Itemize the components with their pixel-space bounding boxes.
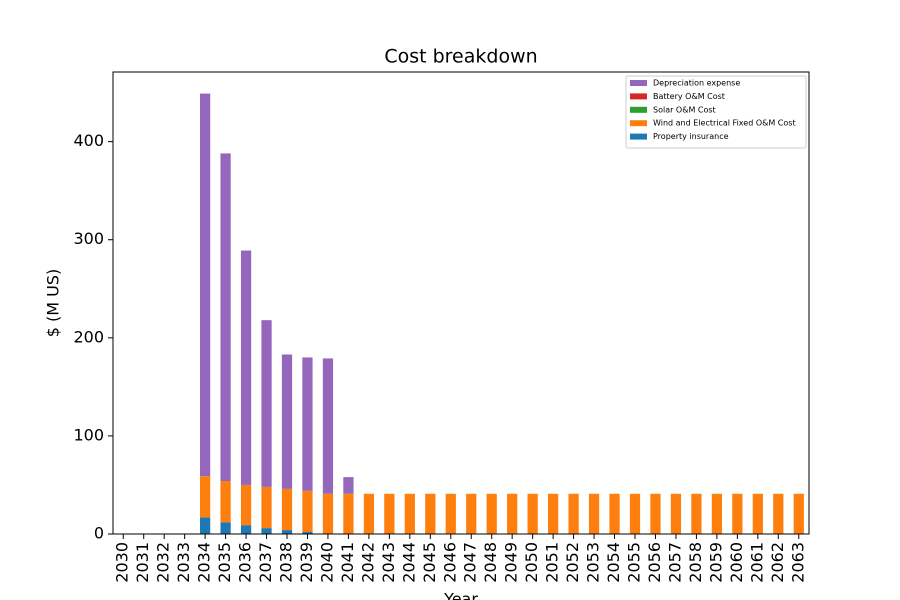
x-tick-label: 2043 bbox=[379, 542, 398, 583]
plot-frame bbox=[112, 71, 810, 535]
legend-label: Wind and Electrical Fixed O&M Cost bbox=[653, 119, 796, 128]
bar-segment bbox=[691, 493, 702, 534]
bar-segment bbox=[261, 320, 272, 487]
x-tick-label: 2049 bbox=[502, 542, 521, 583]
bar-segment bbox=[425, 493, 436, 534]
x-tick-label: 2059 bbox=[706, 542, 725, 583]
bar-segment bbox=[281, 354, 293, 489]
x-tick-label: 2053 bbox=[584, 542, 603, 583]
y-tick-label: 200 bbox=[73, 327, 104, 346]
x-tick-label: 2063 bbox=[788, 542, 807, 583]
bar-segment bbox=[527, 493, 538, 534]
bar-segment bbox=[322, 493, 334, 534]
legend-label: Property insurance bbox=[653, 132, 729, 141]
x-tick-label: 2033 bbox=[174, 542, 193, 583]
bar-segment bbox=[773, 493, 784, 534]
x-tick-label: 2034 bbox=[195, 542, 214, 583]
bar-segment bbox=[486, 493, 497, 534]
bar-segment bbox=[200, 517, 211, 534]
bar-segment bbox=[609, 493, 620, 534]
x-tick-label: 2036 bbox=[236, 542, 255, 583]
legend-label: Battery O&M Cost bbox=[653, 92, 725, 101]
legend-box bbox=[625, 75, 807, 149]
y-tick-label: 100 bbox=[73, 425, 104, 444]
bar-segment bbox=[588, 493, 600, 534]
bar-segment bbox=[670, 493, 682, 534]
legend-swatch bbox=[630, 80, 647, 86]
bar-segment bbox=[302, 490, 313, 533]
x-tick-label: 2030 bbox=[113, 542, 132, 583]
bar-segment bbox=[466, 493, 477, 534]
bar-segment bbox=[650, 493, 661, 534]
x-tick-label: 2041 bbox=[338, 542, 357, 583]
bar-segment bbox=[343, 477, 354, 494]
bar-segment bbox=[302, 357, 313, 491]
y-tick-label: 400 bbox=[73, 131, 104, 150]
bar-segment bbox=[240, 484, 252, 526]
legend-label: Depreciation expense bbox=[653, 79, 740, 88]
y-tick-label: 0 bbox=[94, 524, 104, 543]
bar-segment bbox=[343, 493, 354, 534]
bar-segment bbox=[793, 493, 804, 534]
bar-segment bbox=[261, 528, 272, 534]
x-tick-label: 2047 bbox=[461, 542, 480, 583]
bar-segment bbox=[548, 493, 559, 534]
bar-segment bbox=[240, 250, 252, 485]
x-tick-label: 2055 bbox=[625, 542, 644, 583]
x-tick-label: 2040 bbox=[317, 542, 336, 583]
bar-segment bbox=[752, 493, 763, 534]
bar-segment bbox=[629, 493, 641, 534]
y-axis-label: $ (M US) bbox=[44, 269, 63, 338]
bar-segment bbox=[220, 481, 231, 523]
bar-segment bbox=[404, 493, 415, 534]
x-tick-label: 2062 bbox=[768, 542, 787, 583]
x-tick-label: 2044 bbox=[399, 542, 418, 583]
bar-segment bbox=[507, 493, 518, 534]
x-axis-label: Year bbox=[443, 590, 478, 600]
x-tick-label: 2050 bbox=[522, 542, 541, 583]
x-tick-label: 2052 bbox=[563, 542, 582, 583]
x-tick-label: 2039 bbox=[297, 542, 316, 583]
x-tick-label: 2037 bbox=[256, 542, 275, 583]
legend-swatch bbox=[630, 120, 647, 127]
legend-swatch bbox=[630, 106, 647, 113]
bar-segment bbox=[200, 93, 211, 477]
y-tick-label: 300 bbox=[73, 229, 104, 248]
bar-segment bbox=[200, 476, 211, 518]
bar-segment bbox=[384, 493, 395, 534]
bar-segment bbox=[322, 358, 334, 494]
bar-segment bbox=[568, 493, 579, 534]
x-tick-label: 2056 bbox=[645, 542, 664, 583]
x-tick-label: 2058 bbox=[686, 542, 705, 583]
legend-swatch bbox=[630, 93, 647, 100]
bar-segment bbox=[732, 493, 743, 534]
bar-segment bbox=[240, 525, 252, 534]
bar-segment bbox=[363, 493, 374, 534]
bar-segment bbox=[302, 532, 313, 534]
x-tick-label: 2031 bbox=[133, 542, 152, 583]
x-tick-label: 2057 bbox=[665, 542, 684, 583]
bar-segment bbox=[220, 153, 231, 482]
chart-title: Cost breakdown bbox=[384, 46, 537, 68]
bar-segment bbox=[220, 522, 231, 534]
legend-label: Solar O&M Cost bbox=[653, 105, 716, 114]
bar-segment bbox=[281, 488, 293, 531]
x-tick-label: 2054 bbox=[604, 542, 623, 583]
bar-segment bbox=[261, 486, 272, 529]
bar-segment bbox=[281, 530, 293, 534]
x-tick-label: 2038 bbox=[277, 542, 296, 583]
x-tick-label: 2060 bbox=[727, 542, 746, 583]
x-tick-label: 2035 bbox=[215, 542, 234, 583]
x-tick-label: 2048 bbox=[481, 542, 500, 583]
legend-swatch bbox=[630, 133, 647, 140]
x-tick-label: 2032 bbox=[154, 542, 173, 583]
x-tick-label: 2042 bbox=[358, 542, 377, 583]
bar-segment bbox=[445, 493, 456, 534]
x-tick-label: 2061 bbox=[747, 542, 766, 583]
x-tick-label: 2045 bbox=[420, 542, 439, 583]
bar-segment bbox=[711, 493, 722, 534]
x-tick-label: 2046 bbox=[440, 542, 459, 583]
x-tick-label: 2051 bbox=[543, 542, 562, 583]
